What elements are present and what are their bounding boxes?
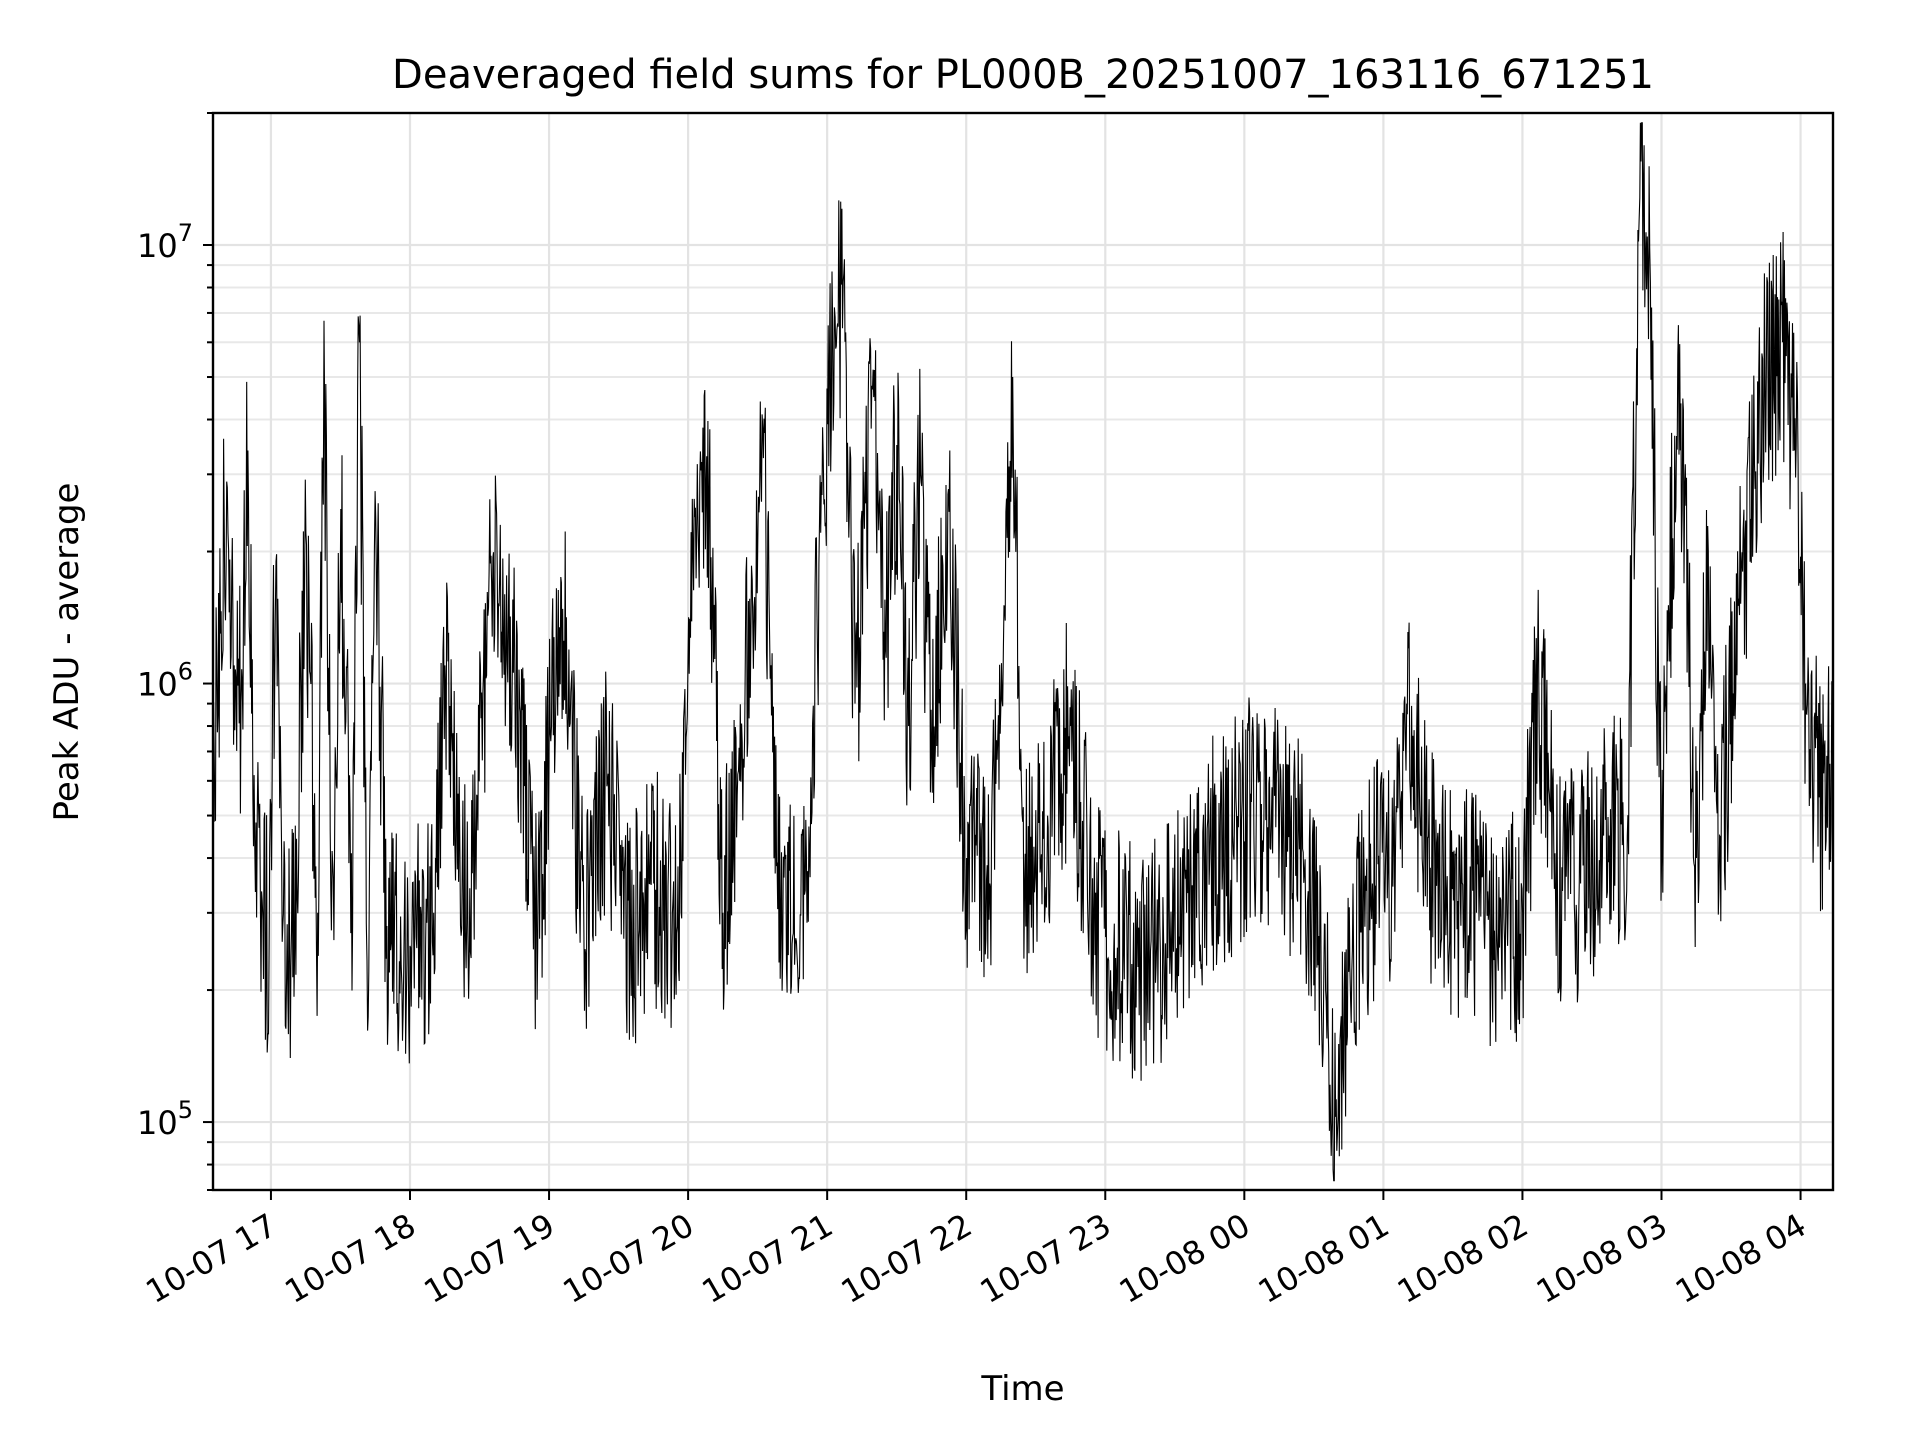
x-tick-label: 10-07 23 bbox=[974, 1206, 1118, 1311]
grid bbox=[213, 112, 1833, 1191]
x-tick-label: 10-08 00 bbox=[1113, 1206, 1257, 1311]
y-tick-label-exponent: 6 bbox=[178, 658, 193, 686]
y-tick-label-exponent: 7 bbox=[178, 219, 193, 247]
chart-title: Deaveraged field sums for PL000B_2025100… bbox=[392, 52, 1654, 98]
y-axis-label: Peak ADU - average bbox=[47, 483, 87, 822]
x-tick-label: 10-07 18 bbox=[278, 1206, 422, 1311]
y-tick-label-base: 10 bbox=[137, 227, 178, 265]
y-tick-label: 105 bbox=[137, 1096, 193, 1142]
x-tick-label: 10-07 21 bbox=[696, 1206, 840, 1311]
x-tick-label: 10-08 04 bbox=[1669, 1206, 1813, 1311]
y-tick-label-base: 10 bbox=[137, 666, 178, 704]
x-tick-label: 10-07 19 bbox=[417, 1206, 561, 1311]
y-tick-label: 107 bbox=[137, 219, 193, 265]
y-tick-label-base: 10 bbox=[137, 1104, 178, 1142]
x-tick-label: 10-08 01 bbox=[1252, 1206, 1396, 1311]
x-axis-label: Time bbox=[980, 1369, 1064, 1409]
series-line bbox=[212, 122, 1834, 1182]
y-tick-label-exponent: 5 bbox=[178, 1096, 193, 1124]
x-tick-label: 10-07 20 bbox=[557, 1206, 701, 1311]
x-tick-label: 10-08 03 bbox=[1530, 1206, 1674, 1311]
x-tick-label: 10-07 17 bbox=[139, 1206, 283, 1311]
y-tick-label: 106 bbox=[137, 658, 193, 704]
plot-frame bbox=[211, 111, 1835, 1192]
x-tick-label: 10-07 22 bbox=[835, 1206, 979, 1311]
x-tick-label: 10-08 02 bbox=[1391, 1206, 1535, 1311]
